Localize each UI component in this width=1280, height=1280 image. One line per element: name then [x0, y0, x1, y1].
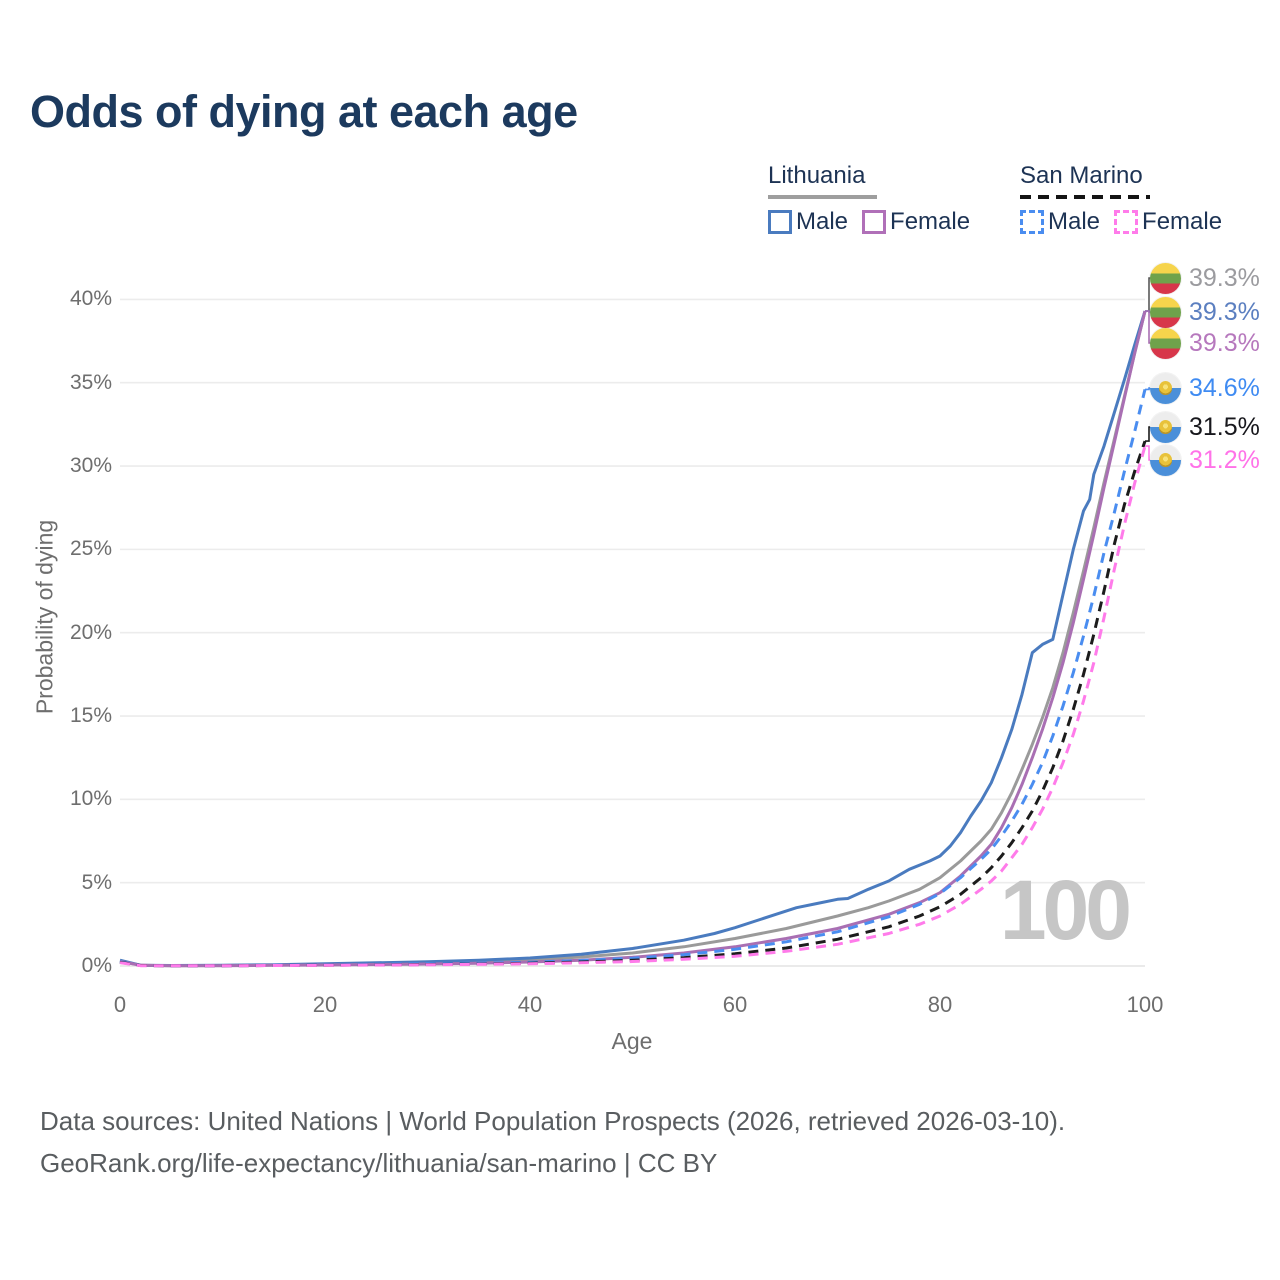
y-axis-title: Probability of dying [31, 519, 58, 715]
series-line-lithuania-male [119, 310, 1147, 967]
x-tick-label-0: 0 [113, 992, 127, 1017]
y-tick-label-15%: 15% [69, 704, 112, 728]
san-marino-emblem [1159, 380, 1172, 395]
x-tick-label-40: 40 [517, 992, 543, 1017]
y-tick-label-40%: 40% [69, 287, 112, 311]
end-label-value-san-marino-both: 31.5% [1189, 412, 1260, 441]
x-tick-label-80: 80 [927, 992, 953, 1017]
age-counter-watermark: 100 [999, 863, 1132, 957]
end-label-value-san-marino-male: 34.6% [1189, 373, 1260, 402]
legend-group-san-marino: San Marino Male Female [1020, 162, 1236, 236]
legend-label-lithuania-female: Female [890, 208, 971, 235]
attribution-text: GeoRank.org/life-expectancy/lithuania/sa… [40, 1148, 718, 1178]
x-tick-label-100: 100 [1126, 992, 1164, 1017]
legend-country-lithuania: Lithuania [768, 162, 866, 189]
y-tick-label-0%: 0% [81, 954, 112, 977]
end-label-value-lithuania-both: 39.3% [1189, 263, 1260, 292]
lithuania-flag-icon [1150, 296, 1181, 328]
san-marino-emblem [1159, 452, 1172, 467]
legend-swatch-san-marino-male [1020, 210, 1044, 234]
end-label-row-lithuania-female: 39.3% [1150, 326, 1260, 360]
legend-swatch-lithuania-female [862, 210, 887, 234]
legend-label-san-marino-female: Female [1142, 208, 1223, 235]
y-tick-label-30%: 30% [69, 454, 112, 478]
end-label-row-san-marino-male: 34.6% [1150, 371, 1260, 405]
series-line-san-marino-female [119, 445, 1147, 968]
san-marino-flag-icon [1150, 411, 1181, 443]
y-tick-label-10%: 10% [69, 787, 112, 811]
y-tick-label-5%: 5% [81, 870, 112, 894]
legend-label-lithuania-male: Male [796, 208, 849, 235]
san-marino-emblem [1159, 419, 1172, 434]
x-tick-label-60: 60 [722, 992, 748, 1017]
legend-group-lithuania: Lithuania Male Female [768, 162, 984, 236]
legend-linestyle-dashed [1020, 195, 1150, 199]
legend-label-san-marino-male: Male [1048, 208, 1101, 235]
end-label-row-san-marino-female: 31.2% [1150, 443, 1260, 477]
end-label-row-lithuania-both: 39.3% [1150, 261, 1260, 295]
end-label-value-san-marino-female: 31.2% [1189, 445, 1260, 474]
legend-swatch-lithuania-male [768, 210, 792, 234]
end-label-row-san-marino-both: 31.5% [1150, 410, 1260, 444]
end-label-value-lithuania-female: 39.3% [1189, 328, 1260, 357]
x-axis-title: Age [611, 1028, 653, 1054]
san-marino-flag-icon [1150, 444, 1181, 476]
data-source-text: Data sources: United Nations | World Pop… [40, 1106, 1066, 1136]
lithuania-flag-icon [1150, 327, 1181, 359]
legend-linestyle-solid [768, 195, 877, 199]
page-title: Odds of dying at each age [30, 86, 578, 137]
end-label-value-lithuania-male: 39.3% [1189, 297, 1260, 326]
lithuania-flag-icon [1150, 262, 1181, 294]
legend-swatch-san-marino-female [1114, 210, 1139, 234]
x-tick-label-20: 20 [312, 992, 338, 1017]
san-marino-flag-icon [1150, 372, 1181, 404]
legend-country-san-marino: San Marino [1020, 162, 1143, 189]
y-tick-label-35%: 35% [69, 370, 112, 394]
y-tick-label-20%: 20% [69, 620, 112, 644]
end-label-row-lithuania-male: 39.3% [1150, 295, 1260, 329]
y-tick-label-25%: 25% [69, 537, 112, 561]
